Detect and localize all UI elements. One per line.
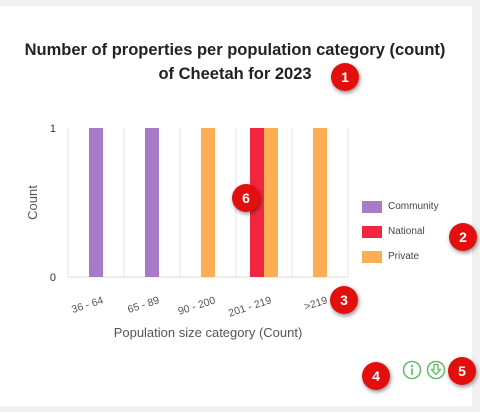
legend-label: National (388, 226, 425, 237)
x-tick-label: 36 - 64 (70, 294, 105, 316)
badge-2: 2 (449, 223, 477, 251)
badge-1: 1 (331, 63, 359, 91)
chart-title-line-2: of Cheetah for 2023 (158, 65, 312, 83)
legend-label: Private (388, 251, 420, 262)
y-tick-label: 1 (50, 123, 56, 135)
x-tick-label: 65 - 89 (126, 294, 161, 316)
info-icon[interactable] (402, 360, 422, 380)
badge-3: 3 (330, 286, 358, 314)
x-tick-label: 90 - 200 (177, 294, 218, 317)
x-axis-title: Population size category (Count) (114, 325, 303, 340)
legend-swatch (362, 201, 382, 213)
bar-private (313, 128, 327, 277)
bar-private (201, 128, 215, 277)
badge-4: 4 (362, 362, 390, 390)
legend-item-community[interactable]: Community (362, 200, 439, 225)
bar-private (264, 128, 278, 277)
chart-title-line-1: Number of properties per population cate… (24, 41, 446, 59)
legend-swatch (362, 251, 382, 263)
bar-community (89, 128, 103, 277)
x-tick-label: >219 (303, 294, 329, 313)
y-tick-label: 0 (50, 272, 56, 284)
badge-5: 5 (448, 357, 476, 385)
badge-6: 6 (232, 184, 260, 212)
legend-swatch (362, 226, 382, 238)
legend-item-national[interactable]: National (362, 225, 439, 250)
download-icon[interactable] (426, 360, 446, 380)
chart-title: Number of properties per population cate… (0, 38, 470, 86)
y-axis-title: Count (25, 185, 40, 220)
chart-legend: Community National Private (362, 200, 439, 275)
legend-label: Community (388, 201, 439, 212)
bar-community (145, 128, 159, 277)
legend-item-private[interactable]: Private (362, 250, 439, 275)
x-tick-label: 201 - 219 (227, 294, 273, 319)
